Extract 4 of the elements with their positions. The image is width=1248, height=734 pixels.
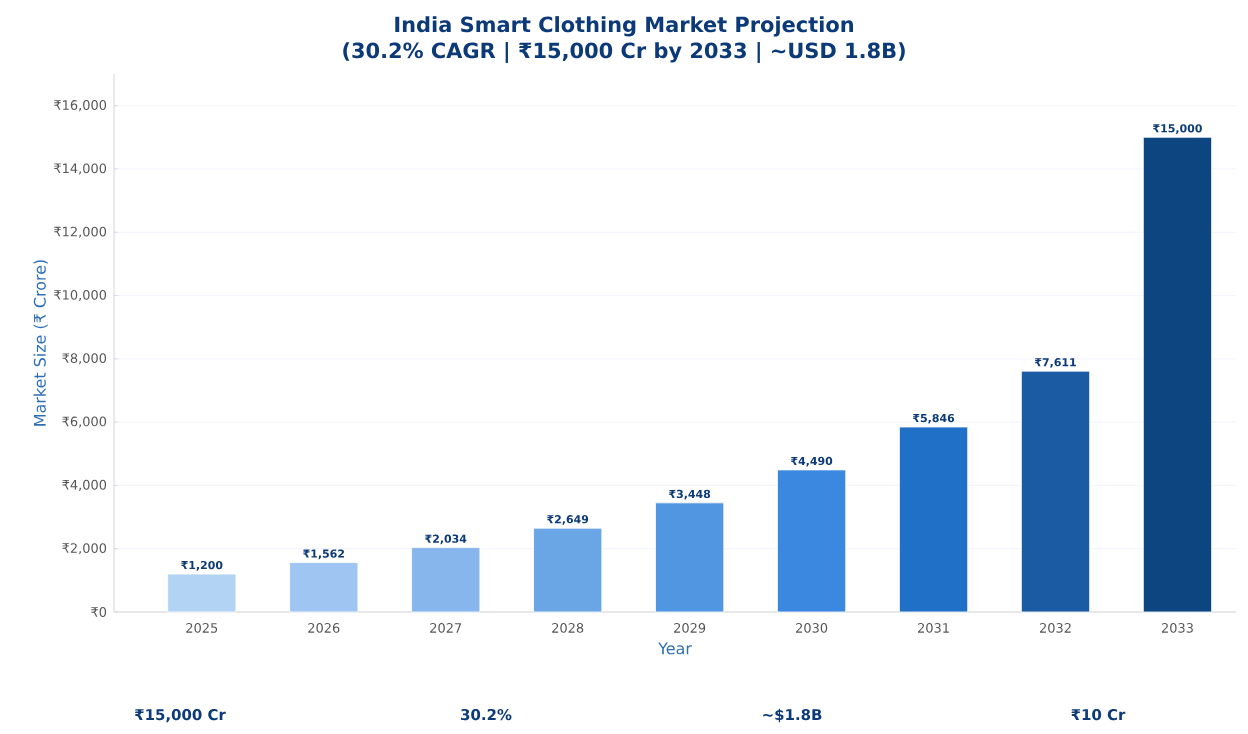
chart-title: India Smart Clothing Market Projection — [395, 16, 853, 37]
chart-subtitle: (30.2% CAGR | ₹15,000 Cr by 2033 | ~USD 1.8B) — [343, 42, 905, 63]
bar — [289, 562, 359, 613]
bar — [167, 573, 237, 613]
